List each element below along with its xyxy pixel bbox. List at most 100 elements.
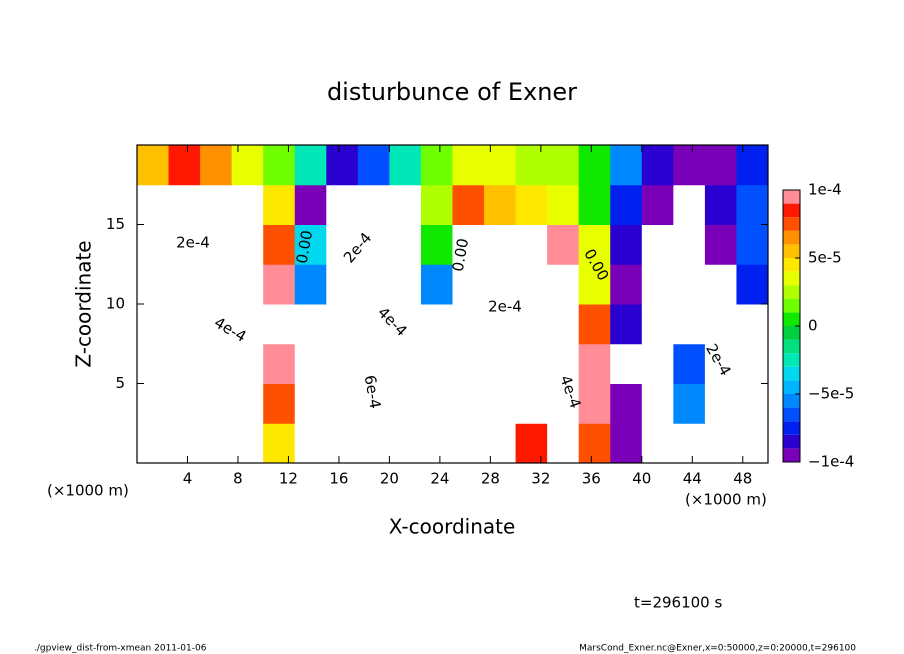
colorbar-tick-label: −1e-4 [808,453,854,471]
heat-cell [200,184,233,225]
heat-cell [389,383,422,424]
colorbar-band [783,258,800,272]
x-tick-label: 48 [733,470,752,488]
x-unit-label: (×1000 m) [685,491,767,509]
heat-cell [641,145,674,186]
time-label: t=296100 s [634,594,722,612]
x-tick-label: 44 [683,470,702,488]
heat-cell [168,304,201,345]
colorbar-tick-label: 0 [808,317,818,335]
heat-cell [610,343,643,384]
heat-cell [452,423,485,464]
heat-cell [610,224,643,265]
heat-cell [200,423,233,464]
heat-cell [137,184,170,225]
heat-cell [547,145,580,186]
heat-cell [294,304,327,345]
heat-cell [452,224,485,265]
heat-cell [389,343,422,384]
heat-cell [736,343,769,384]
heat-cell [137,264,170,305]
x-axis-label: X-coordinate [389,515,516,539]
heat-cell [547,304,580,345]
heat-cell [484,145,517,186]
colorbar-band [783,285,800,299]
heat-cell [168,184,201,225]
heat-cell [389,264,422,305]
heat-cell [673,343,706,384]
heat-cell [420,184,453,225]
heat-cell [200,343,233,384]
heat-cell [736,383,769,424]
x-tick-label: 36 [582,470,601,488]
heat-cell [578,145,611,186]
colorbar-band [783,339,800,354]
heat-cell [294,423,327,464]
heat-cell [231,264,264,305]
heat-cell [263,224,296,265]
heat-cell [704,423,737,464]
colorbar-band [783,271,800,286]
colorbar-band [783,380,800,394]
heat-cell [484,304,517,345]
y-unit-label: (×1000 m) [47,482,129,500]
heat-cell [231,304,264,345]
heat-cell [515,343,548,384]
heat-cell [357,184,390,225]
heat-cell [420,145,453,186]
heat-cell [484,383,517,424]
heat-cell [357,304,390,345]
heat-cell [231,423,264,464]
heat-cell [420,304,453,345]
colorbar-band [783,448,800,462]
x-tick-label: 28 [481,470,500,488]
heat-cell [326,304,359,345]
heat-cell [673,145,706,186]
y-tick-label: 10 [106,295,125,313]
heat-cell [610,264,643,305]
y-axis-label: Z-coordinate [72,240,96,367]
heat-cell [137,383,170,424]
heat-cell [389,184,422,225]
colorbar-band [783,434,800,449]
colorbar-band [783,203,800,218]
heat-cell [641,343,674,384]
heat-cell [168,224,201,265]
heat-cell [578,304,611,345]
contour-label: 6e-4 [361,374,385,410]
heat-cell [547,423,580,464]
heat-cell [326,343,359,384]
heat-cell [357,264,390,305]
heat-cell [200,224,233,265]
heat-cell [673,304,706,345]
heat-cell [578,184,611,225]
heat-cell [231,343,264,384]
heat-cell [704,184,737,225]
heat-cell [547,184,580,225]
heat-cell [704,224,737,265]
heat-cell [168,343,201,384]
heat-cell [736,184,769,225]
heat-cell [704,383,737,424]
heat-cell [357,383,390,424]
heat-cell [610,304,643,345]
heat-cell [452,383,485,424]
heat-cell [673,224,706,265]
heat-cell [547,264,580,305]
heat-cell [263,343,296,384]
heat-cell [294,145,327,186]
heat-cell [484,224,517,265]
heat-cell [736,423,769,464]
colorbar-band [783,366,800,381]
colorbar-band [783,421,800,435]
heat-cell [420,423,453,464]
heat-cell [168,423,201,464]
heat-cell [484,264,517,305]
y-tick-label: 5 [115,374,125,392]
heat-cell [578,264,611,305]
heat-cell [200,145,233,186]
heat-cell [168,264,201,305]
heat-cell [704,343,737,384]
heat-cell [673,423,706,464]
heat-cell [641,423,674,464]
